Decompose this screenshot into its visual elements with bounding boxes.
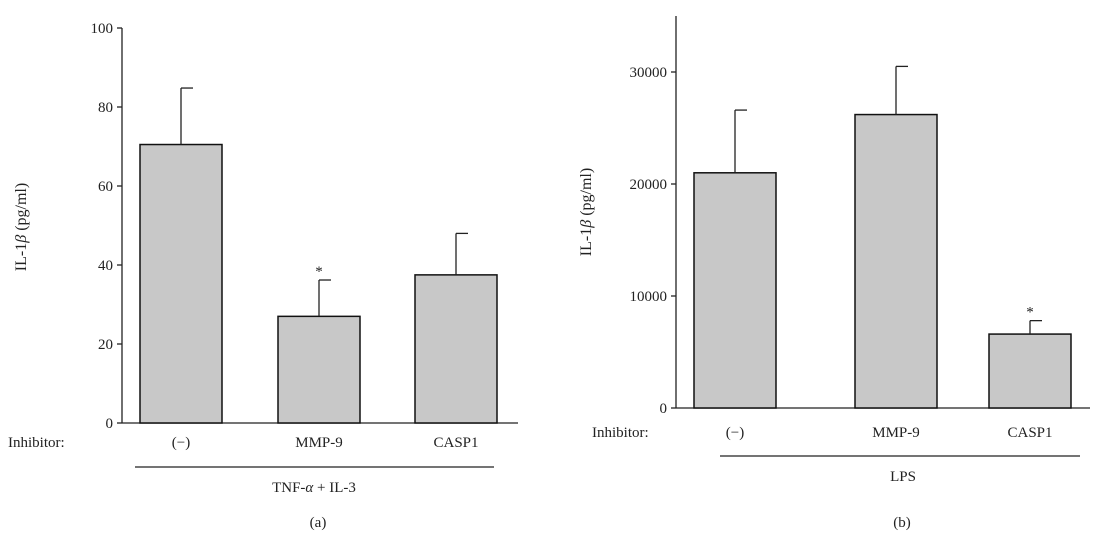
inhibitor-row-label: Inhibitor: xyxy=(8,435,65,451)
bar-1 xyxy=(139,143,223,424)
y-tick-label: 60 xyxy=(98,179,113,195)
bar-3 xyxy=(988,333,1072,409)
category-label: CASP1 xyxy=(433,435,478,451)
y-tick-label: 0 xyxy=(106,416,114,432)
category-label: MMP-9 xyxy=(872,425,920,441)
panel-label: (b) xyxy=(893,515,911,531)
y-tick-label: 0 xyxy=(660,401,668,417)
significance-star: * xyxy=(1026,305,1034,321)
y-axis-title: IL-1β (pg/ml) xyxy=(13,183,30,271)
y-axis-title: IL-1β (pg/ml) xyxy=(578,168,595,256)
y-tick-label: 100 xyxy=(91,21,114,37)
panel-label: (a) xyxy=(310,515,327,531)
category-label: (−) xyxy=(726,425,744,441)
bar-1 xyxy=(693,172,777,409)
y-tick-label: 20000 xyxy=(630,177,668,193)
category-label: MMP-9 xyxy=(295,435,343,451)
y-tick-label: 30000 xyxy=(630,65,668,81)
y-tick-label: 40 xyxy=(98,258,113,274)
bar-2 xyxy=(277,315,361,424)
y-tick-label: 10000 xyxy=(630,289,668,305)
chart-panel-a: 0 20 40 60 80 100 IL-1β (pg/ml) (−) * MMP-9 CASP1 I… xyxy=(8,21,518,531)
category-label: CASP1 xyxy=(1007,425,1052,441)
chart-panel-b: 0 10000 20000 30000 IL-1β (pg/ml) (−) MMP-9 * CA… xyxy=(578,16,1090,531)
bar-3 xyxy=(414,274,498,424)
significance-star: * xyxy=(315,264,323,280)
bar-2 xyxy=(854,113,938,409)
group-label: TNF-α + IL-3 xyxy=(272,480,356,496)
group-label: LPS xyxy=(890,469,916,485)
y-tick-label: 80 xyxy=(98,100,113,116)
inhibitor-row-label: Inhibitor: xyxy=(592,425,649,441)
category-label: (−) xyxy=(172,435,190,451)
y-tick-label: 20 xyxy=(98,337,113,353)
